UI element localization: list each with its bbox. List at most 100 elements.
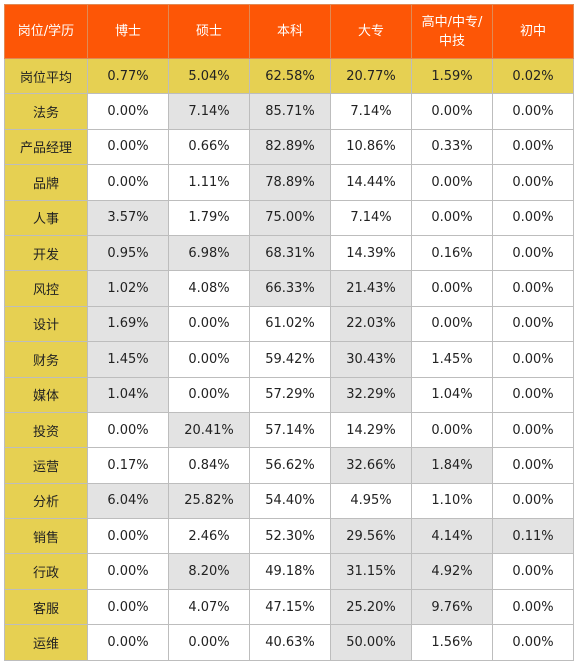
value-cell: 0.00% [168,376,250,413]
value-cell: 29.56% [330,518,412,555]
header-cell-associate: 大专 [330,4,412,59]
value-cell: 9.76% [411,588,493,626]
row-label: 开发 [4,234,88,272]
header-row: 岗位/学历 博士 硕士 本科 大专 高中/中专/ 中技 初中 [4,4,574,59]
value-cell: 6.98% [168,234,250,272]
header-cell-master: 硕士 [168,4,250,59]
value-cell: 0.00% [492,234,574,272]
value-cell: 2.46% [168,518,250,555]
value-cell: 40.63% [249,624,331,661]
value-cell: 32.29% [330,376,412,413]
value-cell: 0.00% [87,164,169,201]
row-label: 行政 [4,553,88,590]
row-label: 产品经理 [4,128,88,166]
value-cell: 75.00% [249,199,331,236]
table-row: 客服 0.00% 4.07% 47.15% 25.20% 9.76% 0.00% [4,588,574,626]
value-cell: 1.59% [411,57,493,95]
value-cell: 4.95% [330,482,412,520]
table-row: 分析 6.04% 25.82% 54.40% 4.95% 1.10% 0.00% [4,482,574,520]
value-cell: 0.33% [411,128,493,166]
value-cell: 1.84% [411,447,493,484]
value-cell: 0.00% [492,341,574,378]
row-label: 岗位平均 [4,57,88,95]
table-row: 运维 0.00% 0.00% 40.63% 50.00% 1.56% 0.00% [4,624,574,661]
row-label: 财务 [4,341,88,378]
value-cell: 1.04% [87,376,169,413]
value-cell: 0.00% [168,341,250,378]
value-cell: 8.20% [168,553,250,590]
row-label: 投资 [4,411,88,449]
value-cell: 1.10% [411,482,493,520]
value-cell: 0.00% [168,624,250,661]
value-cell: 0.00% [168,305,250,343]
table-row: 媒体 1.04% 0.00% 57.29% 32.29% 1.04% 0.00% [4,376,574,413]
value-cell: 0.00% [87,128,169,166]
table-row: 投资 0.00% 20.41% 57.14% 14.29% 0.00% 0.00% [4,411,574,449]
value-cell: 82.89% [249,128,331,166]
table-body: 岗位平均 0.77% 5.04% 62.58% 20.77% 1.59% 0.02% 法务 0.… [4,57,574,661]
table-row: 运营 0.17% 0.84% 56.62% 32.66% 1.84% 0.00% [4,447,574,484]
value-cell: 0.00% [492,482,574,520]
value-cell: 1.79% [168,199,250,236]
table-row: 品牌 0.00% 1.11% 78.89% 14.44% 0.00% 0.00% [4,164,574,201]
value-cell: 61.02% [249,305,331,343]
row-label: 人事 [4,199,88,236]
value-cell: 1.69% [87,305,169,343]
value-cell: 4.92% [411,553,493,590]
value-cell: 0.00% [87,518,169,555]
value-cell: 21.43% [330,270,412,307]
value-cell: 0.77% [87,57,169,95]
value-cell: 1.56% [411,624,493,661]
value-cell: 50.00% [330,624,412,661]
value-cell: 0.00% [411,164,493,201]
value-cell: 0.00% [87,624,169,661]
value-cell: 0.00% [87,588,169,626]
table-row: 设计 1.69% 0.00% 61.02% 22.03% 0.00% 0.00% [4,305,574,343]
value-cell: 62.58% [249,57,331,95]
value-cell: 0.00% [492,93,574,130]
row-label: 分析 [4,482,88,520]
value-cell: 0.17% [87,447,169,484]
value-cell: 0.16% [411,234,493,272]
table-row: 法务 0.00% 7.14% 85.71% 7.14% 0.00% 0.00% [4,93,574,130]
value-cell: 49.18% [249,553,331,590]
value-cell: 10.86% [330,128,412,166]
value-cell: 22.03% [330,305,412,343]
value-cell: 25.82% [168,482,250,520]
value-cell: 6.04% [87,482,169,520]
value-cell: 31.15% [330,553,412,590]
row-label: 媒体 [4,376,88,413]
value-cell: 0.00% [492,447,574,484]
header-cell-high-school: 高中/中专/ 中技 [411,4,493,59]
value-cell: 0.00% [492,624,574,661]
value-cell: 20.41% [168,411,250,449]
value-cell: 0.00% [492,270,574,307]
row-label: 品牌 [4,164,88,201]
table-row: 财务 1.45% 0.00% 59.42% 30.43% 1.45% 0.00% [4,341,574,378]
value-cell: 0.00% [492,128,574,166]
value-cell: 30.43% [330,341,412,378]
value-cell: 0.00% [411,411,493,449]
value-cell: 1.02% [87,270,169,307]
value-cell: 0.00% [492,199,574,236]
value-cell: 68.31% [249,234,331,272]
value-cell: 1.45% [411,341,493,378]
row-label: 风控 [4,270,88,307]
table-row: 开发 0.95% 6.98% 68.31% 14.39% 0.16% 0.00% [4,234,574,272]
education-distribution-table: 岗位/学历 博士 硕士 本科 大专 高中/中专/ 中技 初中 岗位平均 0.77%… [4,4,574,661]
value-cell: 0.02% [492,57,574,95]
value-cell: 1.04% [411,376,493,413]
value-cell: 1.11% [168,164,250,201]
value-cell: 57.29% [249,376,331,413]
value-cell: 0.00% [411,199,493,236]
value-cell: 4.08% [168,270,250,307]
value-cell: 7.14% [168,93,250,130]
row-label: 设计 [4,305,88,343]
value-cell: 0.00% [411,93,493,130]
average-row: 岗位平均 0.77% 5.04% 62.58% 20.77% 1.59% 0.02% [4,57,574,95]
value-cell: 59.42% [249,341,331,378]
table-row: 产品经理 0.00% 0.66% 82.89% 10.86% 0.33% 0.00% [4,128,574,166]
value-cell: 0.95% [87,234,169,272]
value-cell: 0.66% [168,128,250,166]
value-cell: 25.20% [330,588,412,626]
